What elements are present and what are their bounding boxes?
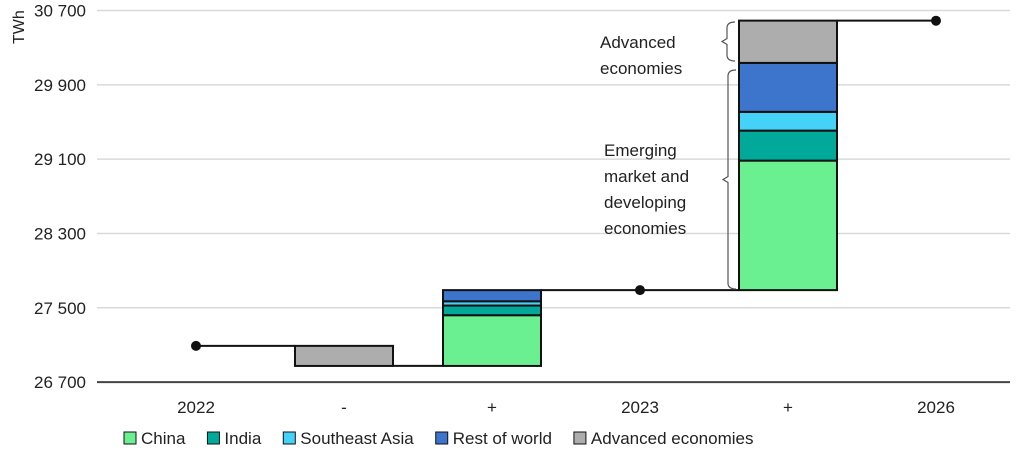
bar-segment-rest-of-world bbox=[442, 289, 542, 303]
x-tick-label: + bbox=[487, 398, 497, 417]
brace-advanced bbox=[720, 21, 736, 62]
bar-segment-southeast-asia bbox=[738, 110, 838, 132]
y-tick-label: 27 500 bbox=[34, 299, 86, 318]
annotation-text: economies bbox=[604, 219, 686, 238]
annotation-text: Emerging bbox=[604, 141, 677, 160]
x-tick-label: - bbox=[341, 398, 347, 417]
y-tick-label: 29 900 bbox=[34, 76, 86, 95]
legend-label: China bbox=[141, 429, 186, 448]
annotation-text: Advanced bbox=[600, 33, 676, 52]
legend-label: Southeast Asia bbox=[300, 429, 414, 448]
y-tick-label: 29 100 bbox=[34, 150, 86, 169]
brace-emerging bbox=[721, 69, 737, 290]
bar-segment-india bbox=[442, 304, 542, 317]
legend-label: India bbox=[224, 429, 261, 448]
legend-swatch bbox=[123, 431, 137, 445]
x-tick-label: 2022 bbox=[177, 398, 215, 417]
annotation-text: economies bbox=[600, 59, 682, 78]
bar-segment-advanced-economies bbox=[738, 19, 838, 64]
legend-swatch bbox=[573, 431, 587, 445]
x-tick-label: + bbox=[783, 398, 793, 417]
x-tick-label: 2023 bbox=[621, 398, 659, 417]
bar-segment-india bbox=[738, 129, 838, 162]
annotation-text: market and bbox=[604, 167, 689, 186]
annotation-text: developing bbox=[604, 193, 686, 212]
x-tick-label: 2026 bbox=[917, 398, 955, 417]
legend-swatch bbox=[206, 431, 220, 445]
bar-segment-advanced-economies bbox=[294, 344, 394, 367]
y-tick-label: 28 300 bbox=[34, 224, 86, 243]
legend-label: Advanced economies bbox=[591, 429, 754, 448]
bar-segment-rest-of-world bbox=[738, 61, 838, 113]
bar-segment-china bbox=[738, 159, 838, 292]
y-axis-label: TWh bbox=[11, 10, 28, 44]
legend-label: Rest of world bbox=[453, 429, 552, 448]
legend-swatch bbox=[435, 431, 449, 445]
y-tick-label: 30 700 bbox=[34, 2, 86, 21]
bar-segment-china bbox=[442, 314, 542, 367]
legend-swatch bbox=[282, 431, 296, 445]
y-tick-label: 26 700 bbox=[34, 373, 86, 392]
